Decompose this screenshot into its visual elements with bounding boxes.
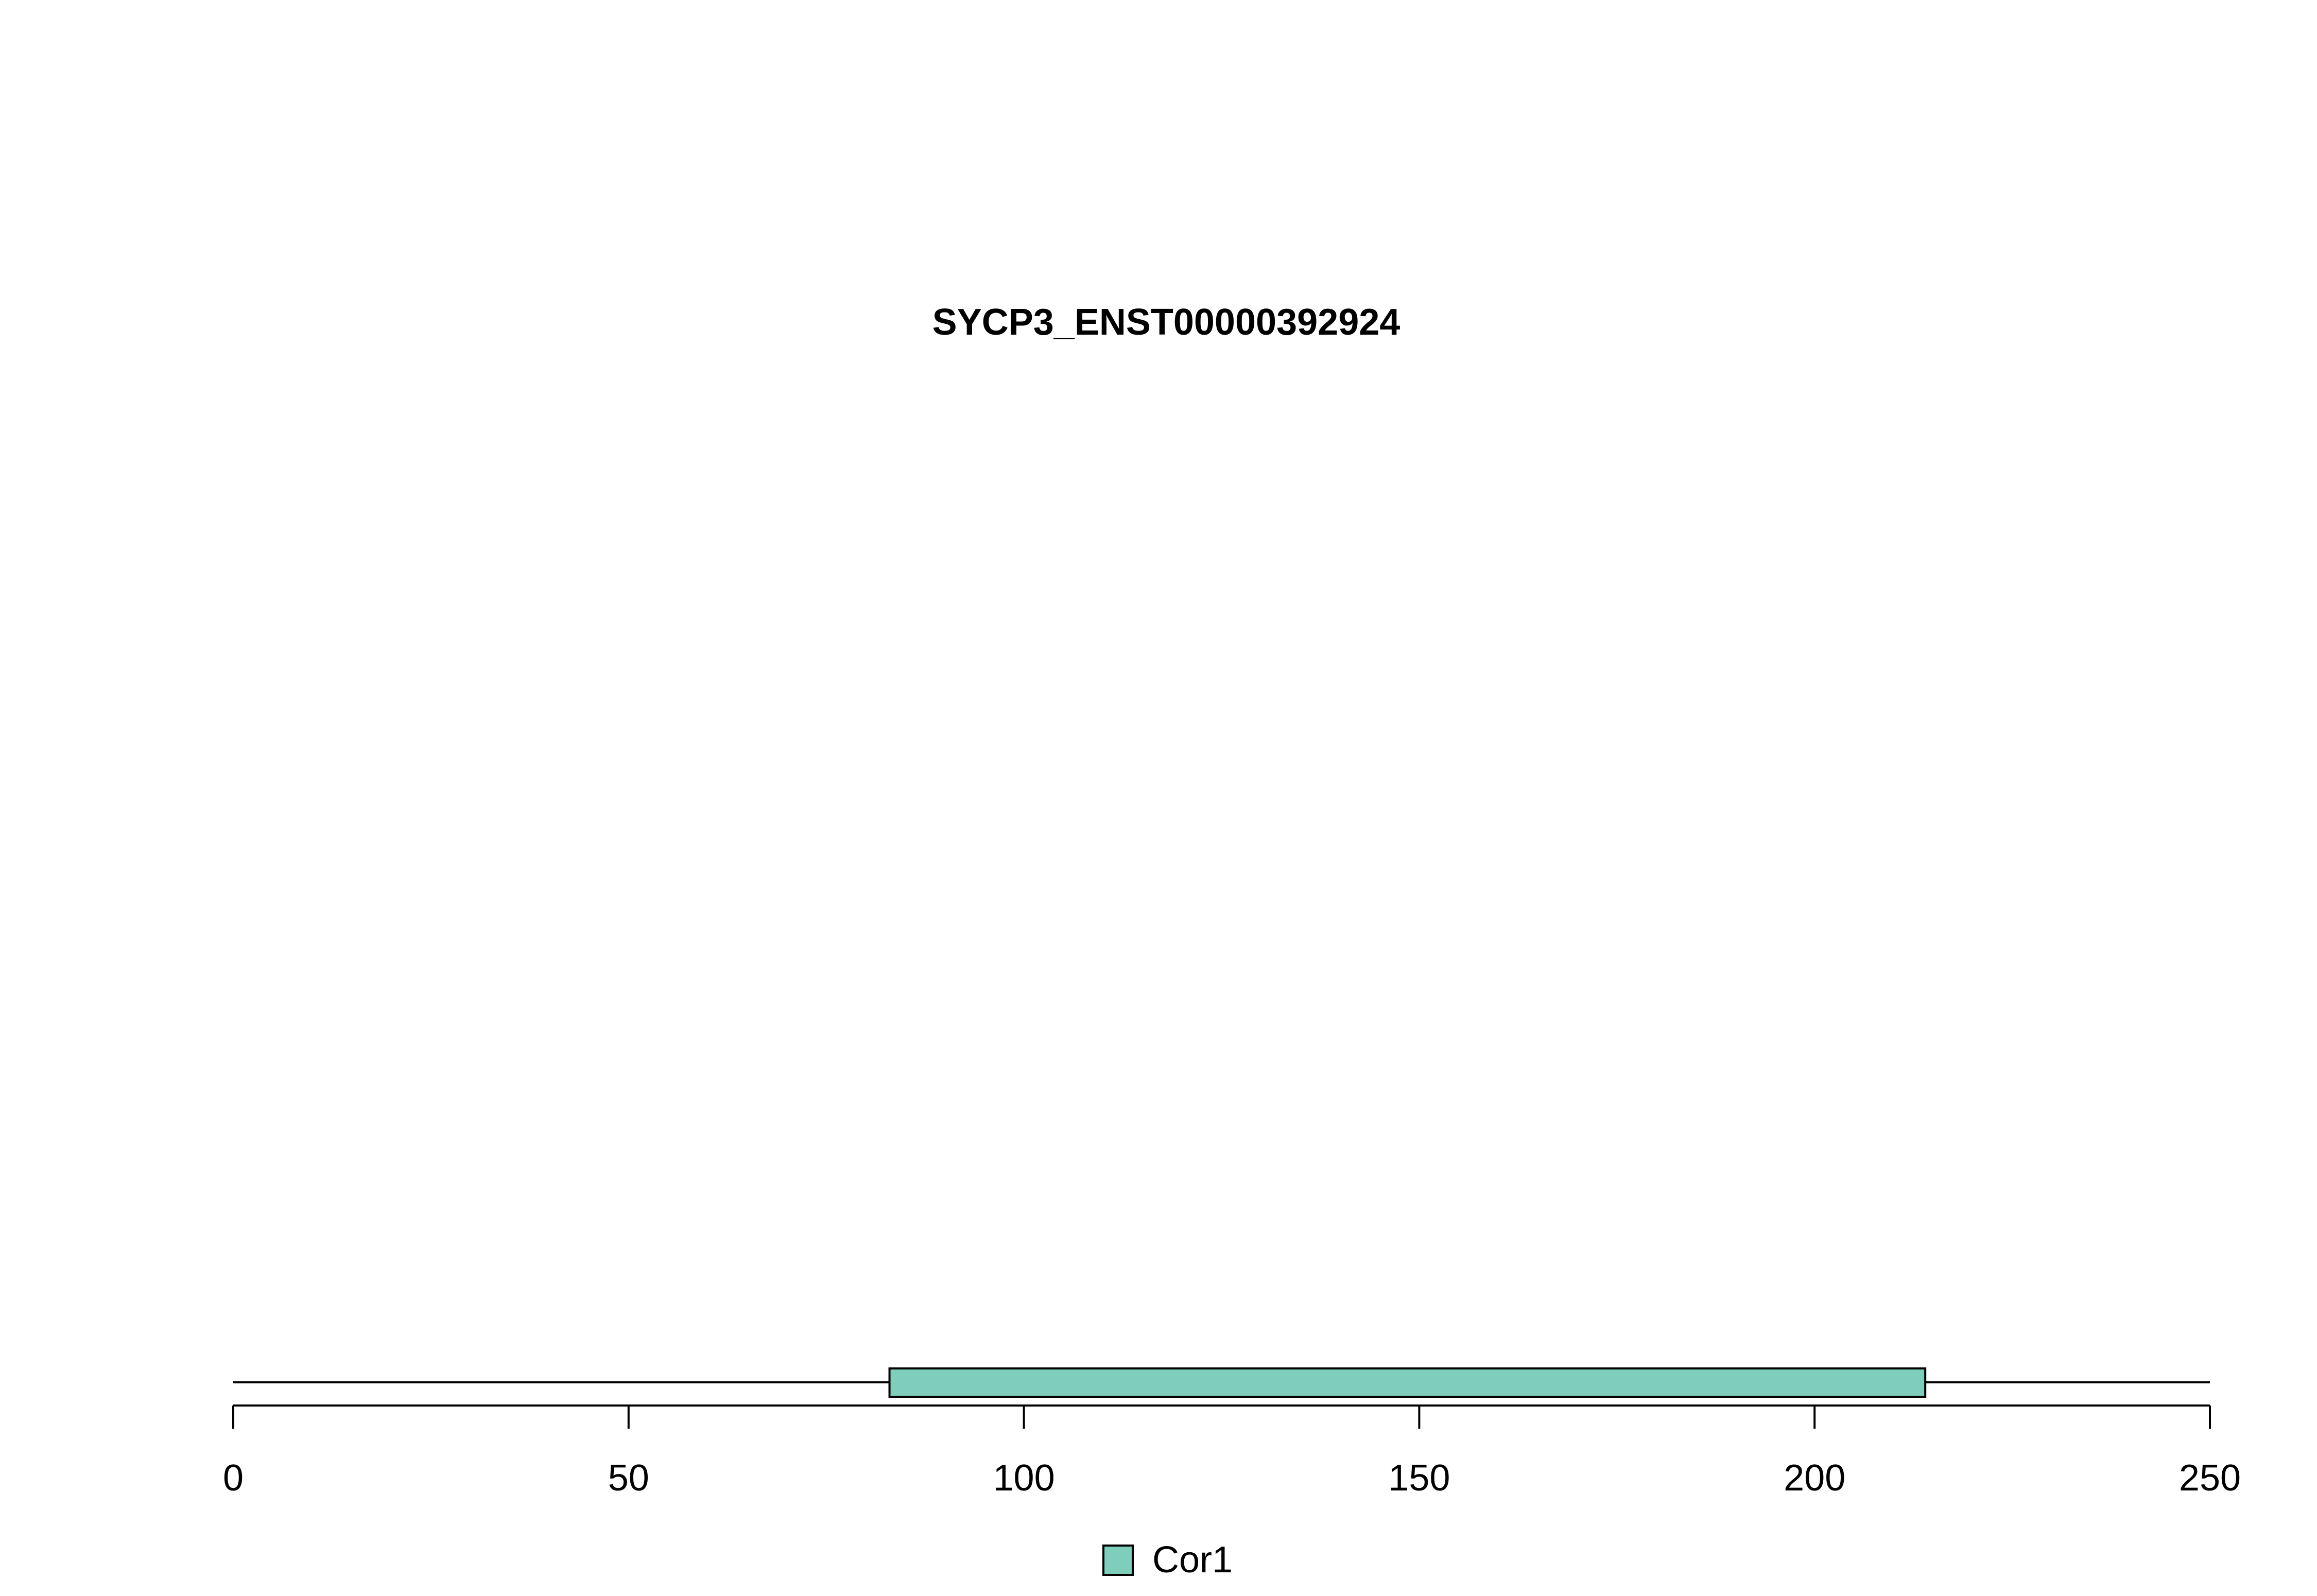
x-tick-label: 150 bbox=[1388, 1458, 1450, 1499]
domain-layer bbox=[888, 1367, 1927, 1398]
x-tick-label: 250 bbox=[2179, 1458, 2241, 1499]
x-tick-label: 100 bbox=[993, 1458, 1055, 1499]
x-axis: 0 50 100 150 200 250 bbox=[223, 1404, 2241, 1499]
chart-title: SYCP3_ENST00000392924 bbox=[932, 302, 1400, 343]
domain-bar-cor1 bbox=[888, 1367, 1927, 1398]
legend-label: Cor1 bbox=[1152, 1539, 1233, 1581]
x-tick-label: 50 bbox=[608, 1458, 649, 1499]
legend-swatch bbox=[1102, 1545, 1134, 1576]
x-tick-label: 200 bbox=[1784, 1458, 1845, 1499]
legend: Cor1 bbox=[1102, 1539, 1233, 1581]
x-tick-label: 0 bbox=[223, 1458, 244, 1499]
